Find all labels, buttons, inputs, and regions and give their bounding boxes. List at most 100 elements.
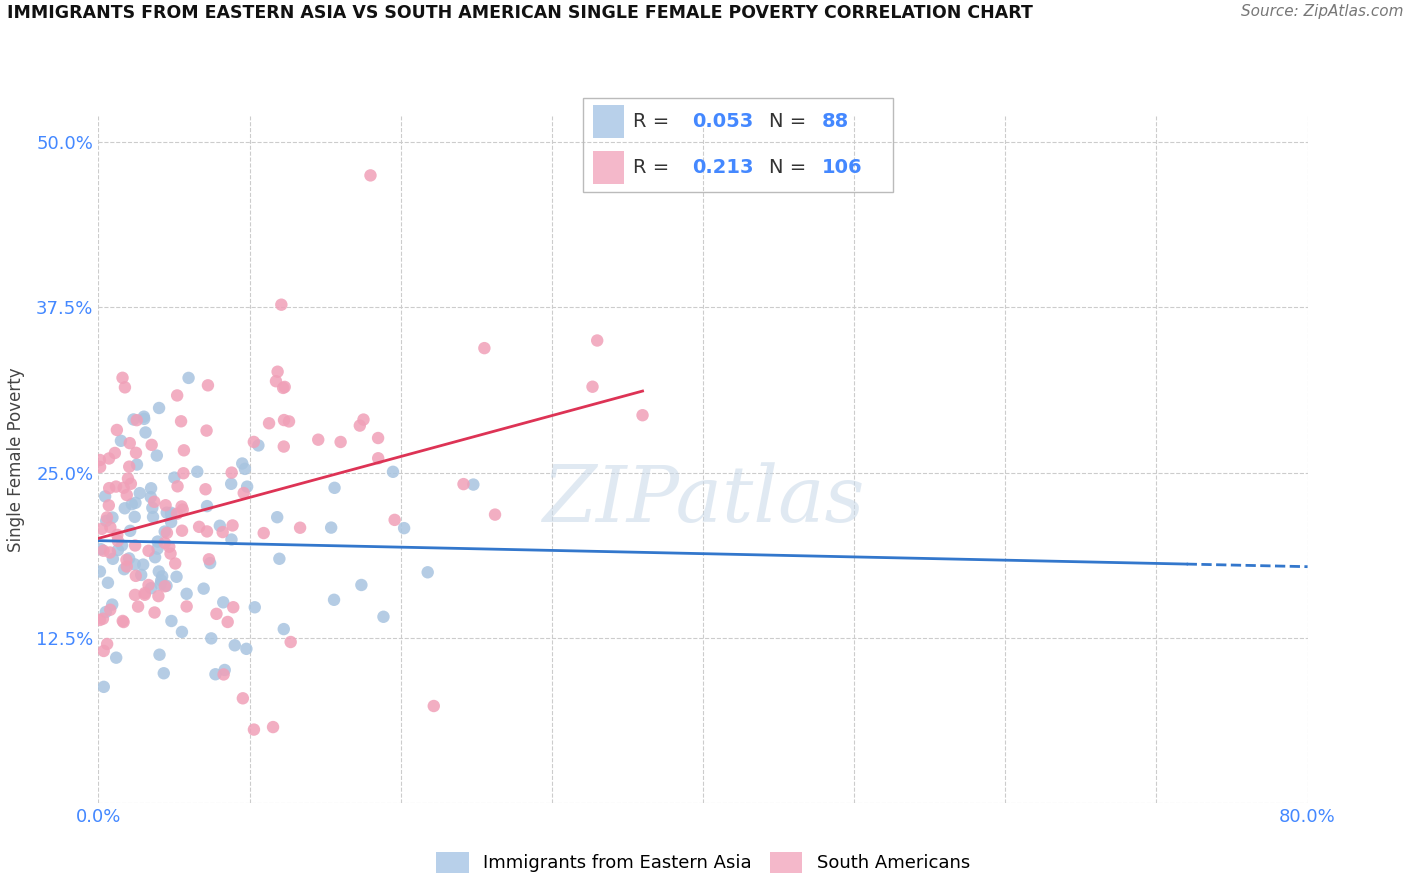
Point xyxy=(121,497,143,511)
Point xyxy=(266,510,288,524)
Point xyxy=(453,477,475,491)
Point xyxy=(581,380,603,394)
Point xyxy=(124,496,146,510)
Point xyxy=(236,480,259,494)
Point xyxy=(264,374,287,388)
Point xyxy=(266,365,288,379)
Point xyxy=(163,470,186,484)
Point xyxy=(98,520,121,534)
Point xyxy=(416,566,439,580)
Point xyxy=(273,380,295,394)
Point xyxy=(198,556,221,570)
Point xyxy=(157,540,180,554)
Point xyxy=(170,524,193,538)
Point xyxy=(115,559,138,574)
Point xyxy=(172,502,194,516)
Point xyxy=(122,412,145,426)
Point xyxy=(89,460,111,475)
Point xyxy=(135,425,157,440)
Point xyxy=(156,506,179,520)
Point xyxy=(243,723,266,737)
Point xyxy=(217,615,239,629)
Point xyxy=(148,648,170,662)
Point xyxy=(392,521,415,535)
Point xyxy=(90,522,112,536)
Point xyxy=(243,434,266,449)
Point xyxy=(105,528,128,542)
Text: ZIPatlas: ZIPatlas xyxy=(541,462,865,539)
Point xyxy=(273,413,295,427)
Point xyxy=(170,414,193,428)
Point xyxy=(349,418,371,433)
Point xyxy=(115,488,138,502)
Point xyxy=(152,666,174,681)
Point xyxy=(329,434,352,449)
Point xyxy=(214,663,236,677)
Point xyxy=(110,434,132,448)
Point xyxy=(367,451,389,466)
Point xyxy=(208,518,231,533)
Point xyxy=(474,341,496,355)
Point xyxy=(273,440,295,454)
Point xyxy=(148,589,170,603)
Point xyxy=(148,565,170,579)
Point xyxy=(105,650,128,665)
Point xyxy=(232,486,254,500)
Point xyxy=(125,446,148,460)
Point xyxy=(253,526,276,541)
Point xyxy=(134,412,156,426)
Point xyxy=(124,588,146,602)
Text: R =: R = xyxy=(633,158,669,177)
Point xyxy=(96,514,118,528)
Point xyxy=(153,579,176,593)
Point xyxy=(143,550,166,565)
Point xyxy=(97,499,120,513)
Point xyxy=(219,476,242,491)
Point xyxy=(224,638,246,652)
Point xyxy=(463,477,485,491)
Point xyxy=(118,436,141,450)
Point xyxy=(101,551,124,566)
Point xyxy=(186,465,208,479)
Point xyxy=(93,543,115,558)
Point xyxy=(353,412,375,426)
Point xyxy=(93,680,115,694)
Point xyxy=(139,481,162,495)
Bar xyxy=(593,104,624,138)
Point xyxy=(138,543,160,558)
Text: 0.053: 0.053 xyxy=(692,112,754,131)
Point xyxy=(222,600,245,615)
Point xyxy=(200,632,222,646)
Point xyxy=(142,510,165,524)
Point xyxy=(188,520,211,534)
Point xyxy=(111,614,134,628)
Point xyxy=(101,598,124,612)
Point xyxy=(288,521,311,535)
Text: R =: R = xyxy=(633,112,669,131)
Point xyxy=(307,433,329,447)
Bar xyxy=(593,151,624,185)
Point xyxy=(373,609,395,624)
Point xyxy=(423,698,446,713)
Point xyxy=(160,508,183,522)
Point xyxy=(132,558,155,572)
Point xyxy=(125,413,148,427)
Point xyxy=(177,371,200,385)
Point xyxy=(205,607,228,621)
Point xyxy=(120,524,142,538)
Point xyxy=(221,466,243,480)
Point xyxy=(195,524,218,539)
Point xyxy=(631,408,654,422)
Point xyxy=(101,510,124,524)
Point xyxy=(94,489,117,503)
Point xyxy=(212,595,235,609)
Point xyxy=(117,472,139,486)
Point xyxy=(231,457,253,471)
Point xyxy=(111,371,134,385)
Point xyxy=(166,570,188,584)
Point xyxy=(148,401,170,415)
Point xyxy=(104,446,127,460)
Point xyxy=(323,592,346,607)
Point xyxy=(257,417,280,431)
Point xyxy=(232,691,254,706)
